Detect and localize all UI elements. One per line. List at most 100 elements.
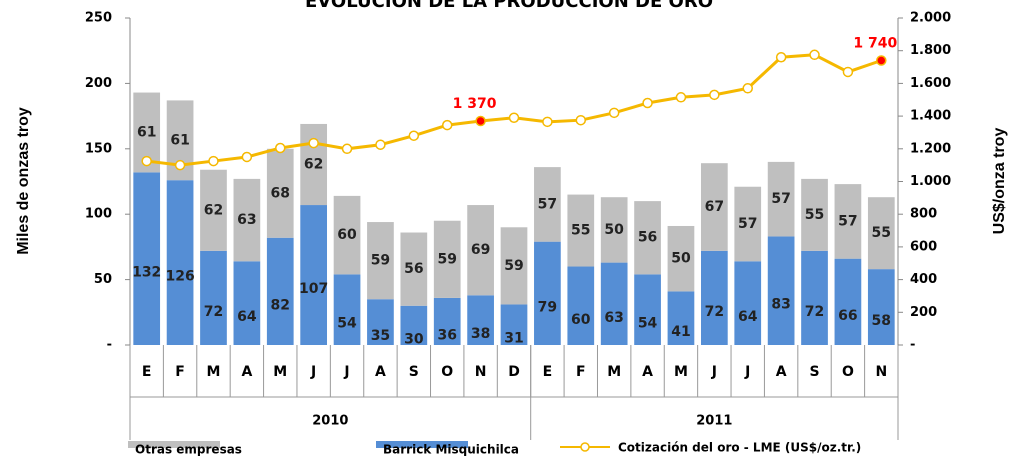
line-value-label: 1 370: [453, 96, 497, 112]
x-tick-label: O: [842, 364, 854, 380]
bar-segment: [634, 201, 661, 275]
x-tick-label: J: [310, 364, 316, 380]
y2-tick-label: 1.600: [910, 76, 951, 91]
bar-value-label: 54: [638, 316, 658, 332]
bar-value-label: 36: [437, 327, 456, 343]
y-tick-label: 50: [94, 272, 112, 287]
bar-value-label: 62: [304, 156, 323, 172]
bar-segment: [600, 197, 628, 263]
legend-marker: [580, 442, 590, 452]
line-marker: [775, 51, 787, 63]
y2-tick-label: 200: [910, 305, 937, 320]
x-tick-label: D: [508, 364, 520, 380]
x-tick-label: J: [744, 364, 750, 380]
bar-value-label: 132: [132, 265, 161, 281]
line-marker: [174, 159, 186, 171]
bar-segment: [801, 178, 828, 251]
x-tick-label: J: [711, 364, 717, 380]
bar-value-label: 57: [771, 191, 790, 207]
line-marker: [608, 107, 620, 119]
x-tick-label: F: [175, 364, 185, 380]
bar-segment: [767, 161, 795, 237]
bar-value-label: 63: [604, 310, 623, 326]
y2-axis-label: US$/onza troy: [991, 128, 1008, 235]
bar-value-label: 72: [204, 304, 223, 320]
bar-segment: [667, 225, 695, 292]
bar-segment: [200, 250, 227, 345]
bar-segment: [433, 220, 461, 298]
y2-tick-label: 1.000: [910, 174, 951, 189]
y-tick-label: 200: [85, 76, 112, 91]
bar-segment: [266, 237, 294, 345]
line-marker: [375, 139, 386, 150]
bar-segment: [233, 178, 261, 262]
bar-value-label: 30: [404, 331, 424, 347]
line-marker: [308, 137, 319, 149]
bar-value-label: 64: [738, 309, 758, 325]
bar-value-label: 55: [872, 225, 891, 241]
bar-segment: [367, 299, 394, 345]
y2-tick-label: 800: [910, 207, 937, 222]
bar-segment: [500, 304, 528, 345]
y-tick-label: 100: [85, 207, 112, 222]
bar-value-label: 107: [299, 281, 328, 297]
bar-segment: [300, 205, 328, 345]
bar-value-label: 55: [571, 223, 590, 239]
line-marker: [508, 112, 520, 123]
bar-value-label: 67: [705, 199, 724, 215]
y-tick-label: 250: [85, 11, 112, 26]
chart-title: EVOLUCIÓN DE LA PRODUCCIÓN DE ORO: [305, 0, 713, 12]
bar-value-label: 59: [371, 253, 390, 269]
legend-label: Barrick Misquichilca: [383, 443, 519, 456]
bar-value-label: 55: [805, 207, 824, 223]
y2-tick-label: 1.800: [910, 43, 951, 58]
bar-value-label: 57: [738, 216, 757, 232]
bar-segment: [300, 123, 328, 206]
line-marker: [675, 92, 687, 103]
bar-value-label: 58: [872, 313, 891, 329]
x-tick-label: A: [241, 364, 252, 380]
x-tick-label: M: [607, 364, 621, 380]
bar-value-label: 59: [437, 251, 456, 267]
bar-value-label: 82: [271, 297, 290, 313]
y2-tick-label: 400: [910, 272, 937, 287]
y2-tick-label: 2.000: [910, 11, 951, 26]
legend-label: Otras empresas: [135, 443, 242, 456]
line-marker: [575, 114, 587, 126]
line-marker: [542, 116, 553, 128]
bar-value-label: 72: [805, 304, 824, 320]
bar-value-label: 31: [504, 331, 523, 347]
bar-value-label: 126: [165, 269, 194, 285]
bar-value-label: 60: [337, 227, 357, 243]
line-series: [146, 53, 882, 167]
bar-segment: [467, 295, 494, 345]
bar-value-label: 83: [771, 297, 790, 313]
line-marker: [742, 83, 753, 94]
bar-value-label: 68: [271, 185, 290, 201]
bar-value-label: 61: [137, 124, 156, 140]
bar-value-label: 56: [404, 261, 423, 277]
bar-segment: [600, 262, 628, 345]
bar-value-label: 59: [504, 258, 523, 274]
y-tick-label: 150: [85, 141, 112, 156]
x-tick-label: M: [273, 364, 287, 380]
bar-segment: [734, 261, 762, 345]
bar-segment: [734, 186, 762, 262]
x-tick-label: O: [441, 364, 453, 380]
bar-segment: [567, 266, 595, 345]
bar-segment: [834, 258, 862, 345]
bar-value-label: 63: [237, 212, 256, 228]
bar-segment: [834, 184, 862, 259]
bar-segment: [867, 197, 895, 270]
bar-segment: [367, 222, 394, 300]
bar-value-label: 41: [671, 324, 690, 340]
bar-value-label: 57: [538, 196, 557, 212]
group-label: 2011: [696, 414, 732, 429]
line-value-label: 1 740: [853, 36, 897, 52]
bar-segment: [200, 169, 227, 251]
line-marker: [341, 143, 353, 155]
bar-segment: [534, 241, 561, 345]
bar-segment: [400, 232, 428, 306]
x-tick-label: A: [375, 364, 386, 380]
